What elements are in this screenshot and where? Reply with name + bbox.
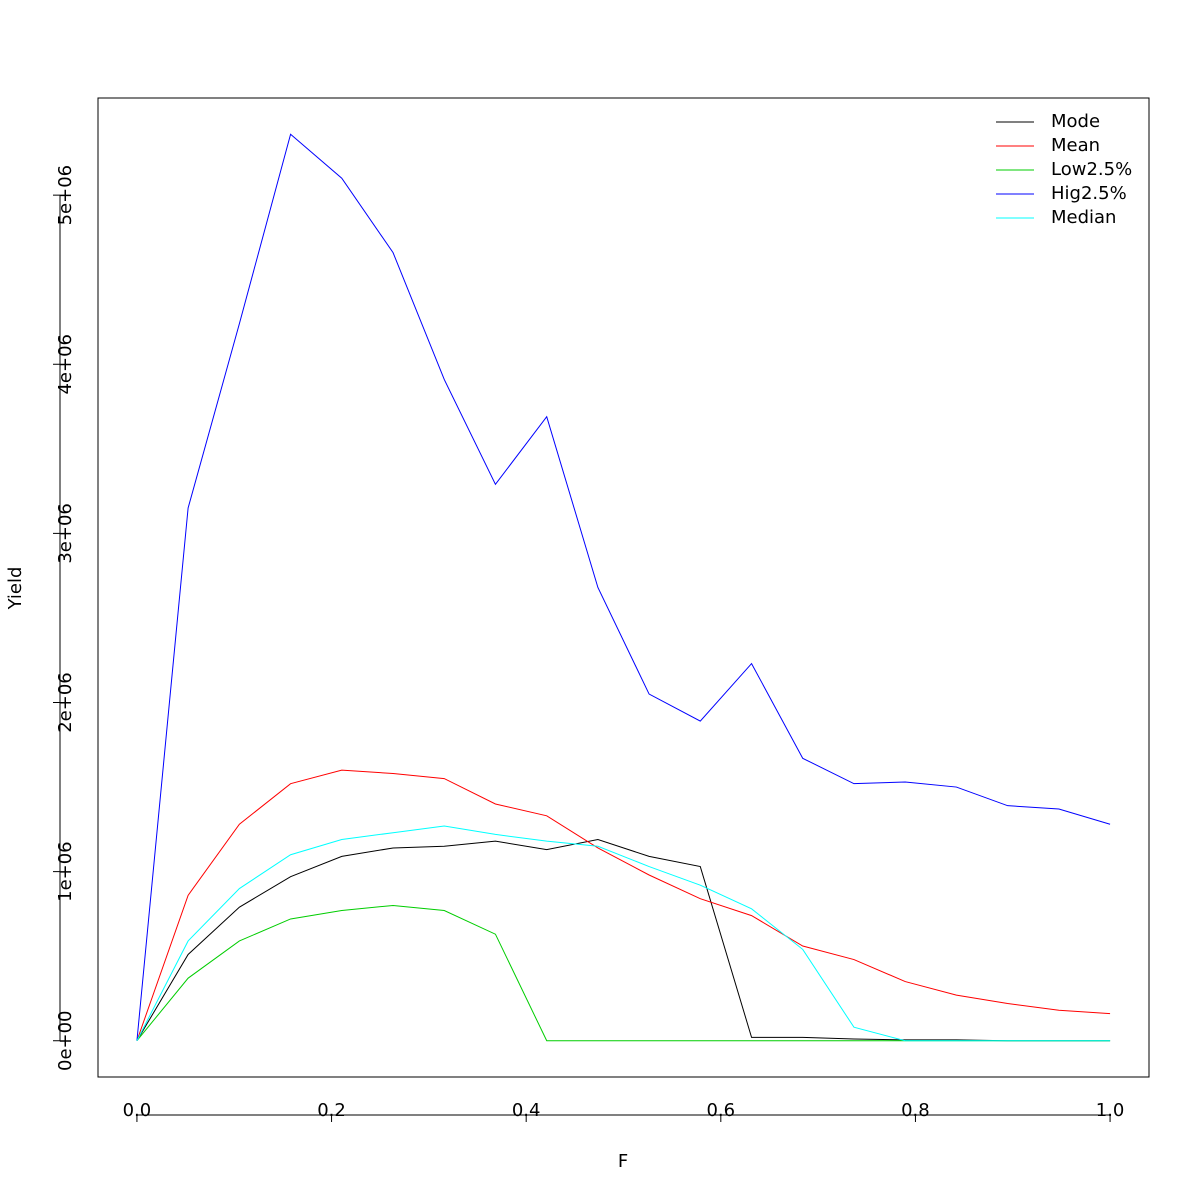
x-tick-label: 0.8 <box>901 1100 930 1121</box>
y-tick-label: 4e+06 <box>55 334 76 395</box>
x-tick-label: 0.2 <box>317 1100 346 1121</box>
x-tick-label: 0.4 <box>512 1100 541 1121</box>
series-line <box>136 769 1111 1041</box>
x-tick-label: 0.0 <box>123 1100 152 1121</box>
legend-label: Mode <box>1051 111 1100 132</box>
series-line <box>136 133 1111 1041</box>
x-tick-label: 0.6 <box>706 1100 735 1121</box>
y-tick-label: 1e+06 <box>55 841 76 902</box>
legend-label: Median <box>1051 207 1116 228</box>
y-tick-label: 0e+00 <box>55 1010 76 1071</box>
legend-label: Low2.5% <box>1051 159 1132 180</box>
y-tick-label: 3e+06 <box>55 503 76 564</box>
y-axis-label: Yield <box>5 567 26 611</box>
y-tick-label: 5e+06 <box>55 165 76 226</box>
legend-label: Mean <box>1051 135 1100 156</box>
x-axis-label: F <box>618 1151 628 1172</box>
x-tick-label: 1.0 <box>1096 1100 1125 1121</box>
plot-frame <box>97 97 1150 1078</box>
series-line <box>136 825 1111 1042</box>
series-line <box>136 838 1111 1042</box>
legend-label: Hig2.5% <box>1051 183 1127 204</box>
series-line <box>136 904 1111 1042</box>
y-tick-label: 2e+06 <box>55 672 76 733</box>
